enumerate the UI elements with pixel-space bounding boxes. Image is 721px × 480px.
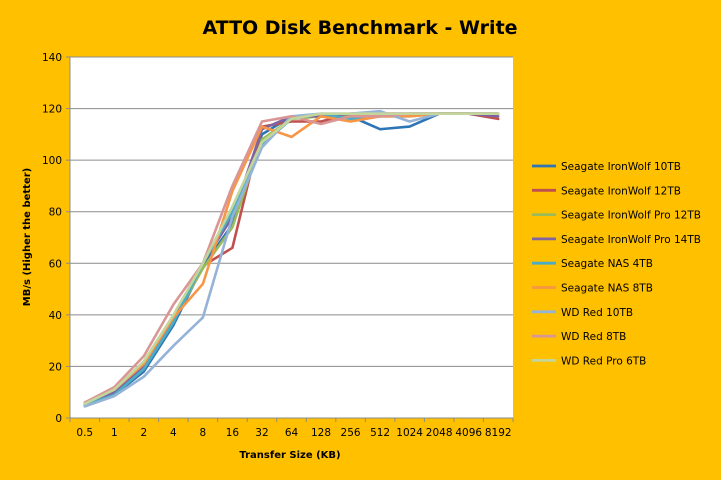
x-tick-label: 2048 (426, 427, 453, 439)
x-tick-label: 4 (170, 427, 177, 439)
x-tick-label: 4096 (455, 427, 482, 439)
y-tick-label: 60 (49, 258, 62, 270)
series-line-9 (83, 112, 500, 406)
chart-title: ATTO Disk Benchmark - Write (202, 17, 517, 39)
x-tick-label: 64 (285, 427, 299, 439)
legend-label: Seagate NAS 8TB (561, 283, 653, 295)
x-tick-label: 8192 (485, 427, 512, 439)
x-tick-labels: 0.5 1 2 4 8 16 32 64 128 256 512 1024 2048 4096 8192 (76, 427, 511, 439)
x-tick-label: 0.5 (76, 427, 93, 439)
x-tick-label: 256 (341, 427, 361, 439)
y-tick-label: 20 (49, 361, 62, 373)
series-lines (83, 109, 500, 408)
x-axis-title: Transfer Size (KB) (239, 450, 340, 461)
legend-label: WD Red 10TB (561, 307, 633, 319)
legend-label: WD Red 8TB (561, 331, 626, 343)
legend-label: Seagate NAS 4TB (561, 258, 653, 270)
y-tick-label: 40 (49, 310, 62, 322)
legend-label: Seagate IronWolf 10TB (561, 161, 681, 173)
y-tick-label: 0 (55, 413, 62, 425)
y-tick-label: 100 (42, 155, 62, 167)
x-tick-label: 2 (140, 427, 147, 439)
y-tick-label: 80 (49, 207, 62, 219)
legend-label: Seagate IronWolf 12TB (561, 185, 681, 197)
x-tick-label: 8 (200, 427, 207, 439)
legend-label: Seagate IronWolf Pro 12TB (561, 210, 701, 222)
x-tick-label: 32 (255, 427, 268, 439)
x-tick-label: 1 (111, 427, 118, 439)
x-tick-label: 128 (311, 427, 331, 439)
legend-entries: Seagate IronWolf 10TB Seagate IronWolf 12… (532, 161, 701, 367)
legend (524, 148, 716, 372)
axes (66, 56, 514, 422)
y-tick-label: 140 (42, 52, 62, 64)
legend-label: WD Red Pro 6TB (561, 355, 646, 367)
x-tick-label: 1024 (396, 427, 423, 439)
y-tick-label: 120 (42, 104, 62, 116)
x-tick-label: 16 (226, 427, 240, 439)
y-tick-labels: 0 20 40 60 80 100 120 140 (42, 52, 62, 425)
x-tick-label: 512 (370, 427, 390, 439)
y-axis-title: MB/s (Higher the better) (22, 168, 33, 306)
legend-label: Seagate IronWolf Pro 14TB (561, 234, 701, 246)
